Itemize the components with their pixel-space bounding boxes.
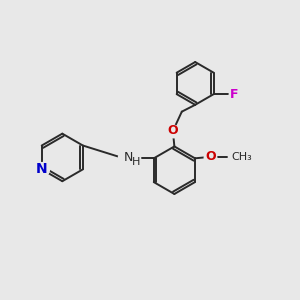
Text: CH₃: CH₃ [231,152,252,162]
Text: O: O [168,124,178,137]
Text: F: F [230,88,239,100]
Text: O: O [205,150,216,163]
Text: N: N [124,151,133,164]
Text: N: N [36,162,47,176]
Text: H: H [131,157,140,167]
